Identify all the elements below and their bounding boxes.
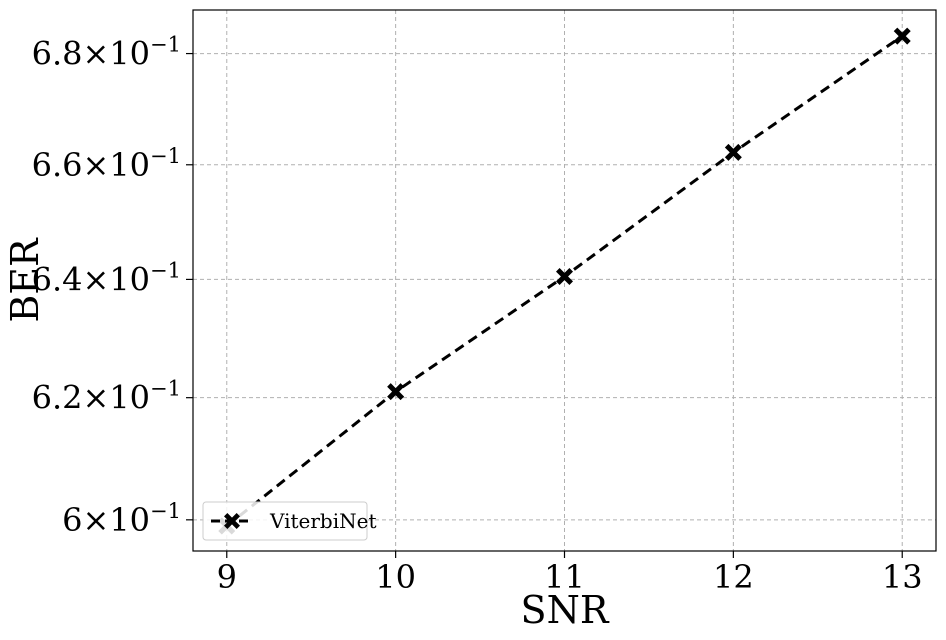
y-tick-exponent: −1: [150, 144, 181, 168]
data-point-marker: [556, 267, 573, 285]
x-tick-label: 13: [882, 558, 923, 596]
y-tick-times-sign: ×: [83, 146, 110, 184]
x-axis-ticks: 9 10 11 12 13: [217, 551, 923, 596]
x-tick-label: 11: [544, 558, 585, 596]
y-tick-base: 10: [109, 260, 150, 298]
y-tick-mantissa: 6.2: [32, 379, 83, 417]
y-tick-mantissa: 6: [62, 501, 82, 539]
y-tick-exponent: −1: [150, 258, 181, 282]
y-tick-label: 6×10−1: [62, 499, 181, 539]
y-tick-mantissa: 6.8: [32, 35, 83, 73]
legend-entry-label: ViterbiNet: [269, 509, 377, 533]
y-tick-label: 6.2×10−1: [32, 377, 181, 417]
data-point-marker: [724, 143, 742, 161]
y-tick-mantissa: 6.4: [32, 260, 83, 298]
y-tick-exponent: −1: [150, 377, 181, 401]
x-axis-label: SNR: [521, 588, 610, 632]
x-tick-label: 9: [217, 558, 237, 596]
data-point-marker: [387, 383, 405, 401]
y-axis-ticks: 6×10−16.2×10−16.4×10−16.6×10−16.8×10−1: [32, 33, 193, 539]
y-tick-base: 10: [109, 379, 150, 417]
y-tick-exponent: −1: [150, 499, 181, 523]
legend-box: [202, 501, 368, 541]
legend: ViterbiNet: [202, 501, 377, 541]
y-tick-base: 10: [109, 501, 150, 539]
y-axis-label: BER: [3, 237, 47, 323]
y-tick-times-sign: ×: [83, 501, 110, 539]
legend-marker-icon: [224, 513, 240, 529]
y-tick-times-sign: ×: [83, 35, 110, 73]
y-tick-mantissa: 6.6: [32, 146, 83, 184]
x-tick-label: 10: [375, 558, 416, 596]
y-tick-label: 6.6×10−1: [32, 144, 181, 184]
y-tick-base: 10: [109, 146, 150, 184]
data-point-marker: [893, 27, 911, 45]
x-tick-label: 12: [713, 558, 754, 596]
y-tick-label: 6.8×10−1: [32, 33, 181, 73]
y-tick-label: 6.4×10−1: [32, 258, 181, 298]
y-tick-exponent: −1: [150, 33, 181, 57]
y-tick-base: 10: [109, 35, 150, 73]
y-tick-times-sign: ×: [83, 260, 110, 298]
y-tick-times-sign: ×: [83, 379, 110, 417]
